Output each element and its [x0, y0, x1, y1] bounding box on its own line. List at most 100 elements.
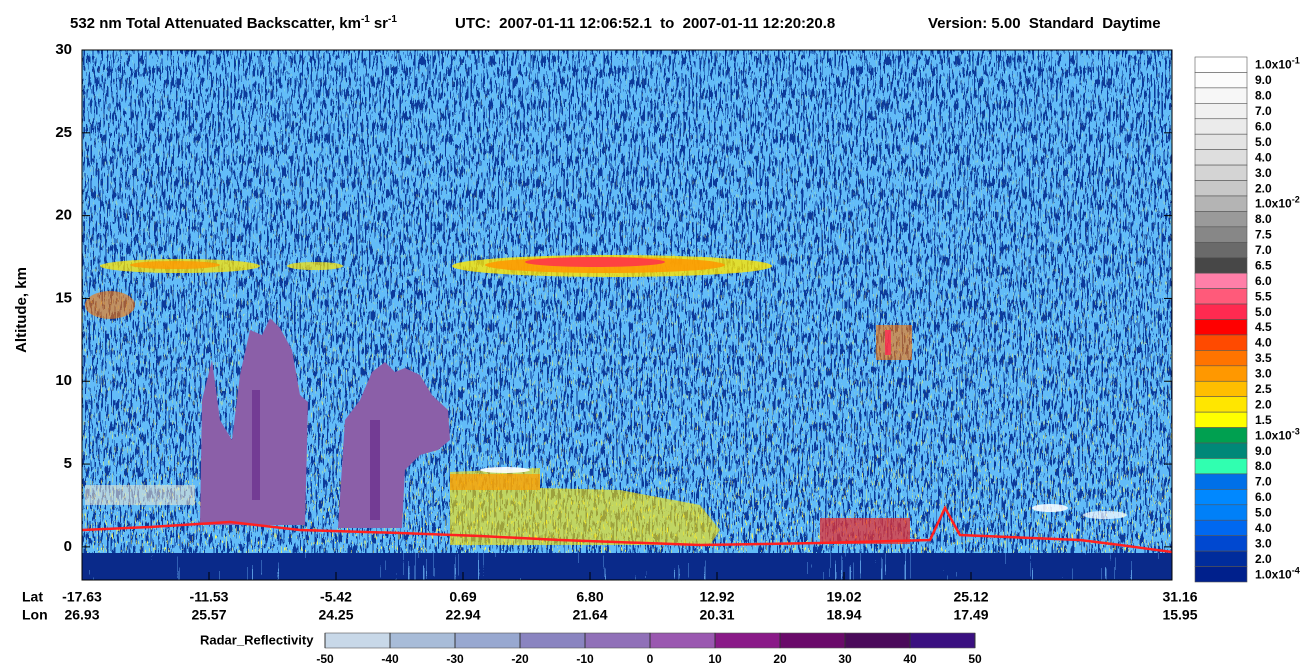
colorbar-cell	[1194, 103, 1248, 120]
cloud	[525, 257, 665, 267]
radar-tick-label: -20	[511, 652, 529, 666]
colorbar-cell	[1194, 241, 1248, 259]
radar-colorbar-label: Radar_Reflectivity	[200, 632, 314, 647]
surface-line	[82, 505, 1172, 554]
colorbar-label: 8.0	[1255, 212, 1272, 226]
x-row-label: Lat	[22, 589, 43, 605]
x-tick-label: 20.31	[699, 607, 734, 623]
y-tick-label: 10	[55, 372, 72, 389]
radar-colorbar-cell	[779, 632, 846, 649]
colorbar-cell	[1194, 303, 1248, 320]
colorbar-label: 4.0	[1255, 521, 1272, 535]
x-tick-label: 0.69	[449, 589, 476, 605]
colorbar-cell	[1194, 272, 1248, 289]
colorbar-label: 7.0	[1255, 475, 1272, 489]
colorbar-label: 7.0	[1255, 104, 1272, 118]
colorbar-label: 3.5	[1255, 351, 1272, 365]
cloud-top	[480, 467, 530, 473]
colorbar-label: 1.0x10-2	[1255, 195, 1300, 211]
colorbar-cell	[1194, 195, 1248, 212]
colorbar-cell	[1194, 566, 1248, 583]
colorbar-cell	[1194, 535, 1248, 552]
title-sup: -1	[388, 14, 397, 25]
cloud	[885, 330, 891, 355]
convective-tower	[338, 362, 450, 528]
radar-colorbar-cell	[714, 632, 781, 649]
colorbar-label: 5.5	[1255, 289, 1272, 303]
radar-colorbar-cell	[454, 632, 521, 649]
colorbar-label: 6.0	[1255, 490, 1272, 504]
radar-tick-label: -10	[576, 652, 594, 666]
x-tick-label: 17.49	[953, 607, 988, 623]
plot-frame	[81, 49, 1173, 581]
colorbar-label: 2.0	[1255, 181, 1272, 195]
colorbar-cell	[1194, 180, 1248, 197]
colorbar-label-exp: -3	[1292, 426, 1300, 436]
x-tick-label: 22.94	[445, 607, 480, 623]
cloud	[130, 261, 220, 269]
colorbar-cell	[1194, 257, 1248, 274]
colorbar-label: 1.0x10-4	[1255, 565, 1300, 581]
colorbar-label: 1.5	[1255, 413, 1272, 427]
colorbar-cell	[1194, 226, 1248, 243]
radar-colorbar-cell	[324, 632, 391, 649]
colorbar-cell	[1194, 164, 1248, 181]
colorbar-cell	[1194, 211, 1248, 228]
radar-colorbar-cell	[909, 632, 976, 649]
colorbar-cell	[1194, 411, 1248, 428]
colorbar-cell	[1194, 149, 1248, 166]
x-tick-label: 31.16	[1162, 589, 1197, 605]
colorbar-cell	[1194, 319, 1248, 336]
colorbar-label: 7.5	[1255, 228, 1272, 242]
colorbar-cell	[1194, 427, 1248, 444]
colorbar-label: 3.0	[1255, 367, 1272, 381]
colorbar-label: 1.0x10-1	[1255, 56, 1300, 72]
cloud	[85, 291, 135, 319]
y-axis-label: Altitude, km	[13, 267, 30, 353]
colorbar-label-exp: -4	[1292, 565, 1300, 575]
colorbar-cell	[1194, 87, 1248, 104]
colorbar-label: 4.0	[1255, 150, 1272, 164]
radar-tick-label: 20	[773, 652, 787, 666]
radar-colorbar-cell	[844, 632, 911, 649]
chart-title: 532 nm Total Attenuated Backscatter, km-…	[70, 14, 397, 32]
x-row-label: Lon	[22, 607, 48, 623]
colorbar-label: 8.0	[1255, 459, 1272, 473]
cloud-top	[1032, 504, 1068, 512]
colorbar-label-exp: -1	[1292, 56, 1300, 66]
colorbar-label-base: 1.0x10	[1255, 567, 1292, 581]
radar-tick-label: 50	[968, 652, 982, 666]
x-tick-label: 6.80	[576, 589, 603, 605]
y-tick-label: 20	[55, 207, 72, 224]
version: Version: 5.00 Standard Daytime	[928, 15, 1161, 32]
x-tick-label: 12.92	[699, 589, 734, 605]
radar-tick-label: -40	[381, 652, 399, 666]
colorbar-label: 9.0	[1255, 444, 1272, 458]
radar-tick-label: -50	[316, 652, 334, 666]
title-sup: -1	[361, 14, 370, 25]
radar-tick-label: 10	[708, 652, 722, 666]
colorbar-cell	[1194, 118, 1248, 135]
x-tick-label: 15.95	[1162, 607, 1197, 623]
colorbar-label: 6.5	[1255, 258, 1272, 272]
y-tick-label: 5	[64, 455, 72, 472]
y-tick-label: 25	[55, 124, 72, 141]
colorbar-label: 4.5	[1255, 320, 1272, 334]
radar-colorbar-cell	[519, 632, 586, 649]
colorbar-cell	[1194, 380, 1248, 398]
x-tick-label: 26.93	[64, 607, 99, 623]
colorbar-cell	[1194, 489, 1248, 506]
colorbar-label: 2.5	[1255, 382, 1272, 396]
convective-core	[370, 420, 380, 520]
colorbar-label: 1.0x10-3	[1255, 426, 1300, 442]
colorbar-cell	[1194, 350, 1248, 367]
colorbar-cell	[1194, 334, 1248, 351]
colorbar-label: 5.0	[1255, 135, 1272, 149]
colorbar-label: 5.0	[1255, 305, 1272, 319]
colorbar-label-exp: -2	[1292, 195, 1300, 205]
y-tick-label: 15	[55, 289, 72, 306]
radar-tick-label: -30	[446, 652, 464, 666]
colorbar-cell	[1194, 72, 1248, 89]
radar-tick-label: 40	[903, 652, 917, 666]
colorbar-cell	[1194, 473, 1248, 490]
